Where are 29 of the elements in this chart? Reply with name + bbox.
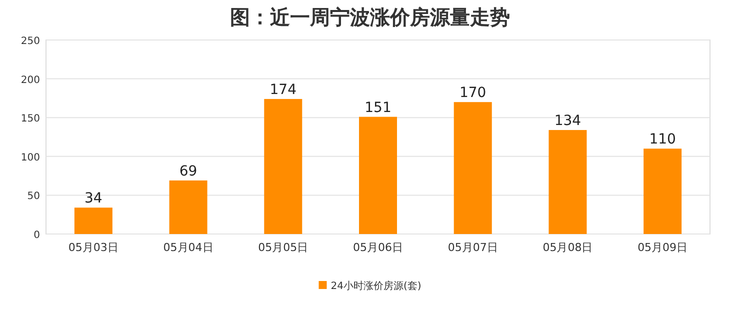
legend-label: 24小时涨价房源(套) [330,280,422,292]
data-label: 151 [364,100,392,116]
chart-title: 图：近一周宁波涨价房源量走势 [230,5,510,29]
data-label: 34 [84,190,102,207]
x-tick-label: 05月05日 [258,241,308,254]
y-tick-label: 100 [20,152,40,164]
y-tick-label: 250 [20,36,40,47]
bar [169,180,208,234]
bar [454,102,492,234]
x-tick-label: 05月03日 [68,241,118,254]
data-label: 170 [459,85,486,102]
y-tick-label: 150 [20,114,40,125]
x-tick-label: 05月08日 [542,241,593,254]
data-label: 134 [554,113,582,130]
bar [644,148,682,234]
y-tick-label: 50 [27,191,40,202]
x-tick-label: 05月06日 [353,241,403,254]
data-label: 69 [179,163,198,180]
data-label: 174 [270,82,297,98]
x-tick-label: 05月07日 [448,241,498,254]
data-label: 110 [649,132,676,148]
bar [359,116,397,234]
y-tick-label: 0 [34,230,40,241]
bar [74,208,112,234]
bar [264,98,302,234]
x-tick-label: 05月09日 [638,241,688,254]
x-tick-label: 05月04日 [163,241,214,254]
y-tick-label: 200 [20,74,40,86]
bar [548,130,587,234]
